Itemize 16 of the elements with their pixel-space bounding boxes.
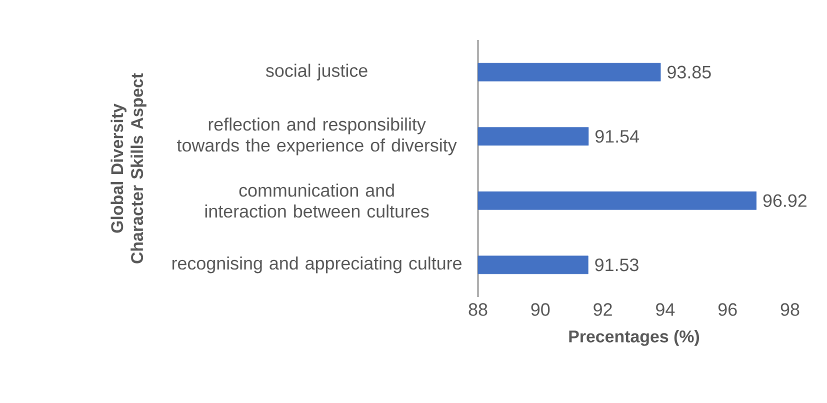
y-tick-label: communication and interaction between cultures (205, 184, 429, 218)
x-tick-label: 96 (718, 303, 737, 316)
x-tick-label: 98 (780, 303, 800, 316)
data-label: 91.54 (595, 130, 639, 143)
data-label: 93.85 (668, 66, 711, 78)
y-tick-label: reflection and responsibility towards the experience of diversity (177, 118, 457, 156)
y-axis-title: Global Diversity Character Skills Aspect (110, 73, 146, 264)
x-tick-label: 90 (531, 303, 550, 316)
data-label: 96.92 (763, 194, 806, 207)
y-tick-label: social justice (266, 64, 368, 80)
x-tick-label: 94 (656, 303, 675, 316)
data-label: 91.53 (595, 258, 638, 272)
x-axis-title: Precentages (%) (569, 330, 700, 346)
x-tick-label: 88 (468, 303, 488, 316)
y-tick-label: recognising and appreciating culture (172, 256, 462, 274)
x-tick-label: 92 (594, 303, 612, 316)
